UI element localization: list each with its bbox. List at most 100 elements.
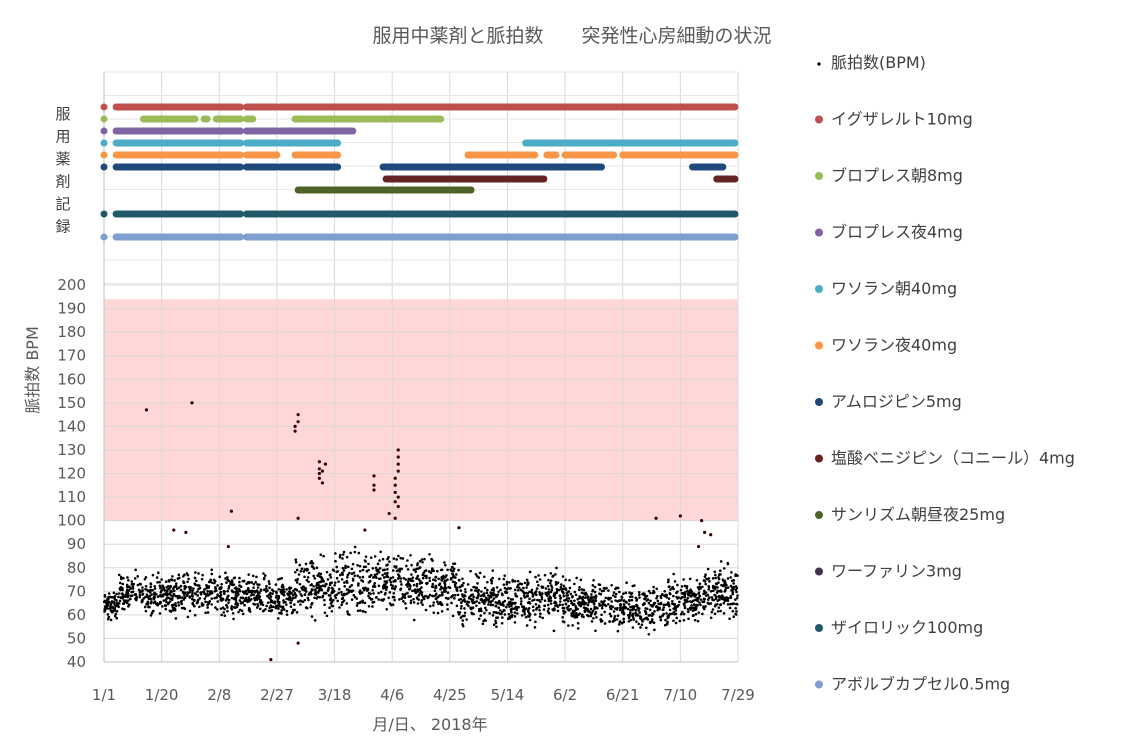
- pulse-point: [402, 599, 405, 603]
- pulse-point: [118, 581, 122, 585]
- pulse-point: [319, 575, 322, 578]
- pulse-point: [199, 592, 203, 596]
- pulse-point: [627, 614, 631, 617]
- pulse-point: [444, 586, 448, 590]
- pulse-point: [655, 605, 659, 609]
- pulse-point: [719, 560, 723, 563]
- pulse-point: [734, 574, 737, 578]
- pulse-point: [221, 598, 225, 601]
- pulse-point: [475, 586, 478, 589]
- pulse-point: [325, 614, 329, 618]
- pulse-point: [530, 588, 534, 592]
- pulse-point: [697, 596, 700, 600]
- pulse-point: [242, 579, 246, 583]
- pulse-point: [577, 613, 580, 617]
- pulse-point: [417, 594, 421, 597]
- pulse-point: [144, 576, 148, 579]
- pulse-point: [370, 573, 373, 577]
- pulse-point: [611, 605, 615, 609]
- pulse-point: [193, 604, 196, 608]
- pulse-point: [409, 554, 412, 557]
- pulse-point: [249, 590, 252, 594]
- pulse-point: [627, 602, 631, 606]
- pulse-point: [662, 606, 666, 609]
- pulse-point: [719, 589, 723, 592]
- pulse-point: [554, 601, 558, 605]
- pulse-point: [208, 599, 212, 603]
- pulse-point: [591, 588, 595, 592]
- pulse-point: [620, 596, 624, 599]
- pulse-point: [455, 573, 458, 576]
- pulse-point: [363, 601, 367, 605]
- pulse-point: [275, 591, 278, 595]
- pulse-point: [329, 576, 333, 579]
- pulse-point: [393, 516, 397, 520]
- legend-marker: [815, 624, 823, 632]
- pulse-point: [347, 588, 350, 592]
- pulse-point: [709, 533, 713, 537]
- pulse-point: [151, 573, 155, 577]
- pulse-point: [386, 568, 389, 571]
- pulse-point: [478, 601, 481, 605]
- pulse-point: [713, 570, 717, 574]
- pulse-point: [580, 602, 583, 606]
- pulse-point: [256, 602, 259, 606]
- pulse-point: [722, 598, 726, 601]
- pulse-point: [439, 588, 442, 591]
- pulse-point: [464, 590, 467, 594]
- pulse-point: [613, 614, 617, 618]
- pulse-point: [472, 601, 476, 604]
- pulse-point: [405, 564, 408, 568]
- pulse-point: [399, 577, 403, 580]
- pulse-point: [192, 599, 196, 603]
- pulse-point: [293, 424, 297, 428]
- pulse-point: [113, 614, 117, 618]
- pulse-point: [703, 575, 707, 578]
- pulse-point: [323, 611, 327, 614]
- legend-marker: [815, 228, 823, 237]
- pulse-point: [482, 599, 486, 602]
- pulse-point: [538, 591, 541, 594]
- pulse-point: [241, 596, 245, 600]
- pulse-point: [361, 568, 365, 572]
- pulse-point: [482, 594, 486, 598]
- pulse-point: [626, 607, 630, 611]
- pulse-point: [642, 617, 646, 621]
- pulse-point: [159, 591, 163, 594]
- pulse-point: [719, 609, 722, 613]
- pulse-point: [467, 600, 471, 604]
- pulse-point: [666, 622, 669, 626]
- pulse-point: [252, 586, 255, 589]
- legend-label: ザイロリック100mg: [831, 618, 983, 637]
- pulse-point: [307, 598, 310, 602]
- pulse-point: [145, 593, 149, 596]
- pulse-point: [603, 622, 607, 625]
- pulse-point: [285, 613, 289, 616]
- pulse-point: [320, 588, 324, 592]
- pulse-point: [728, 617, 731, 620]
- pulse-point: [233, 576, 237, 579]
- pulse-point: [491, 576, 494, 580]
- pulse-point: [280, 612, 283, 615]
- pulse-point: [326, 578, 330, 581]
- pulse-point: [412, 568, 416, 572]
- pulse-point: [455, 589, 459, 592]
- pulse-point: [519, 588, 523, 592]
- pulse-point: [415, 582, 419, 586]
- pulse-point: [682, 618, 686, 622]
- pulse-point: [629, 608, 632, 612]
- pulse-point: [138, 595, 142, 599]
- pulse-point: [484, 606, 487, 610]
- pulse-point: [503, 613, 507, 616]
- pulse-point: [164, 607, 168, 611]
- pulse-point: [148, 605, 151, 609]
- pulse-point: [722, 584, 725, 587]
- pulse-point: [209, 580, 212, 583]
- pulse-point: [696, 599, 699, 603]
- pulse-point: [278, 577, 282, 580]
- pulse-point: [210, 590, 213, 593]
- pulse-point: [399, 556, 403, 560]
- pulse-point: [322, 580, 325, 583]
- pulse-point: [273, 600, 277, 603]
- pulse-point: [376, 562, 380, 566]
